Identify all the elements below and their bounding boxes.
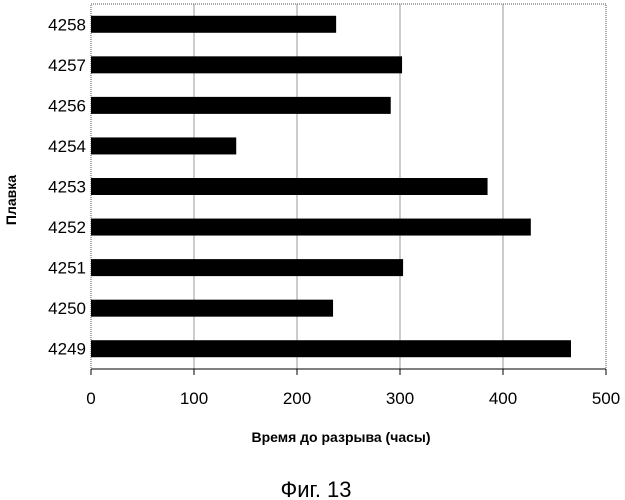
bar-4257 [91,56,402,73]
x-axis-title: Время до разрыва (часы) [251,429,430,445]
y-tick-label-4252: 4252 [48,218,86,237]
y-tick-label-4257: 4257 [48,56,86,75]
figure-caption: Фиг. 13 [280,477,351,500]
x-tick-marks [91,369,606,375]
bar-4253 [91,178,488,195]
x-tick-label-100: 100 [180,389,208,408]
y-tick-label-4256: 4256 [48,96,86,115]
bar-4252 [91,219,531,236]
x-tick-labels: 0 100 200 300 400 500 [86,389,620,408]
x-tick-label-300: 300 [386,389,414,408]
bars [91,16,571,357]
y-tick-label-4253: 4253 [48,178,86,197]
x-tick-label-500: 500 [592,389,620,408]
x-tick-label-0: 0 [86,389,95,408]
y-tick-label-4250: 4250 [48,299,86,318]
bar-4249 [91,340,571,357]
bar-4258 [91,16,336,33]
bar-4256 [91,97,391,114]
x-tick-label-400: 400 [489,389,517,408]
y-tick-label-4254: 4254 [48,137,86,156]
x-tick-label-200: 200 [283,389,311,408]
bar-4251 [91,259,403,276]
y-tick-label-4251: 4251 [48,259,86,278]
y-axis-title: Плавка [3,175,19,225]
y-tick-label-4249: 4249 [48,340,86,359]
bar-4250 [91,300,333,317]
bar-4254 [91,137,236,154]
y-tick-label-4258: 4258 [48,15,86,34]
y-tick-labels: 4258 4257 4256 4254 4253 4252 4251 4250 4249 [48,15,86,358]
